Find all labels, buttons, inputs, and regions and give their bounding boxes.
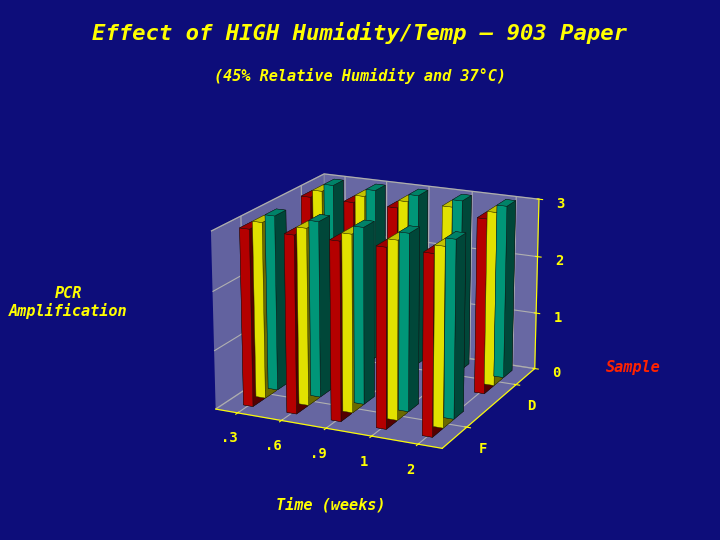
Text: Time (weeks): Time (weeks): [276, 497, 386, 512]
Text: Sample: Sample: [606, 360, 661, 375]
Text: (45% Relative Humidity and 37°C): (45% Relative Humidity and 37°C): [214, 68, 506, 84]
Text: Effect of HIGH Humidity/Temp – 903 Paper: Effect of HIGH Humidity/Temp – 903 Paper: [92, 22, 628, 44]
Text: PCR
Amplification: PCR Amplification: [9, 286, 127, 319]
